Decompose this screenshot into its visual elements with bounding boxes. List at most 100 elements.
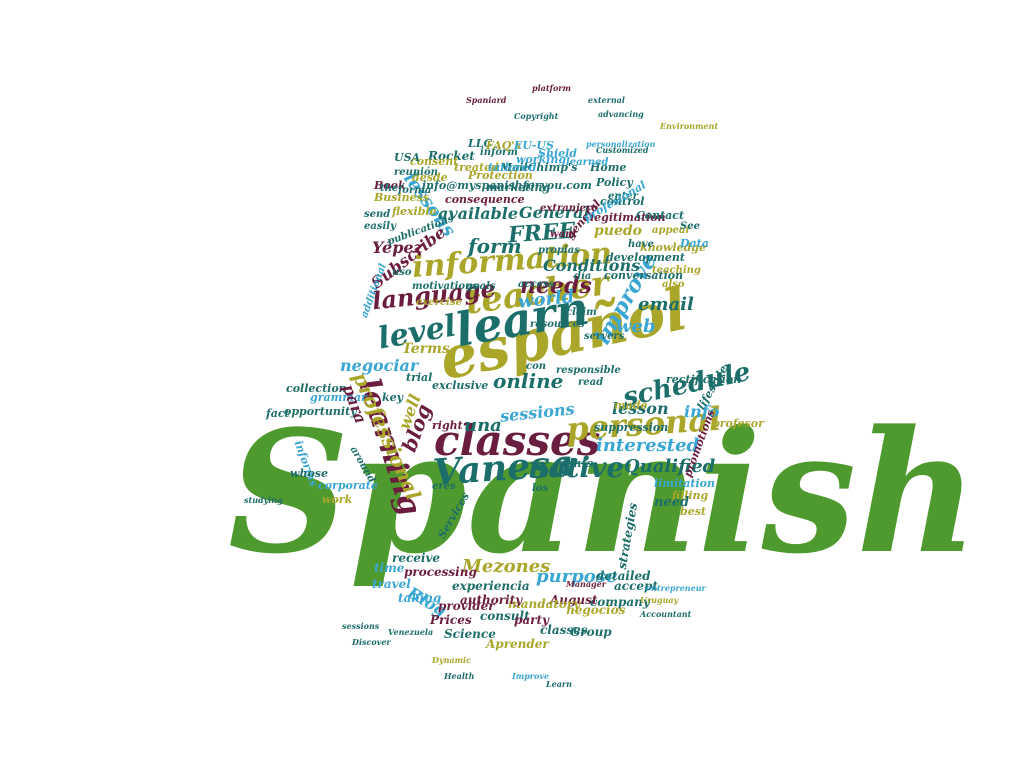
word-have: have	[628, 239, 654, 250]
word-experiencia: experiencia	[452, 579, 530, 593]
word-eu-us: EU-US	[514, 139, 554, 152]
word-info: info	[684, 402, 720, 421]
word-reunion: reunión	[394, 167, 438, 178]
word-desde: desde	[412, 171, 448, 184]
word-venezuela: Venezuela	[388, 627, 434, 637]
word-also: also	[662, 279, 685, 290]
word-travel: travel	[372, 577, 411, 591]
word-profesor: profesor	[712, 417, 764, 430]
word-appear: appear	[652, 225, 691, 236]
word-extranjero: extranjero	[540, 203, 598, 214]
word-august: August	[550, 593, 598, 607]
word-negocios: negocios	[566, 603, 626, 617]
word-processing: processing	[404, 565, 477, 579]
word-spaniard: Spaniard	[466, 95, 507, 105]
word-prices: Prices	[430, 613, 472, 627]
word-terms: Terms	[402, 341, 450, 357]
word-policy: Policy	[596, 176, 633, 189]
word-negociar: negociar	[340, 356, 419, 375]
word-working: working	[516, 153, 567, 166]
word-control: control	[600, 195, 645, 208]
word-limitation: limitation	[654, 477, 715, 490]
word-book: Book	[374, 179, 406, 192]
word-yepez: Yépez	[372, 238, 423, 257]
word-taking: taking	[398, 591, 442, 605]
word-conditions: Conditions	[543, 256, 641, 275]
word-shield: Shield	[538, 147, 577, 160]
word-mezones: Mezones	[462, 556, 551, 577]
word-flexible: flexible	[392, 205, 437, 218]
word-email-address: info@myspanishforyou.com	[422, 179, 592, 192]
word-sessions-small: sessions	[342, 621, 380, 631]
word-email: email	[638, 294, 694, 315]
word-exercise: exercise	[416, 297, 462, 308]
word-opportunity: opportunity	[284, 405, 357, 418]
word-exclusive: exclusive	[432, 379, 489, 392]
word-home: Home	[590, 161, 627, 174]
word-science: Science	[444, 627, 496, 641]
word-enter: enter	[608, 191, 638, 202]
word-studying: studying	[244, 495, 283, 505]
word-best: best	[680, 505, 706, 518]
word-usa: USA	[394, 151, 421, 164]
word-time: time	[374, 561, 405, 575]
word-llc: LLC	[468, 137, 493, 150]
word-classes: classes	[434, 416, 601, 465]
word-read: read	[578, 377, 604, 388]
word-online: online	[493, 369, 564, 393]
word-classes2: classes	[540, 623, 588, 637]
word-advancing: advancing	[598, 109, 644, 119]
word-accountant: Accountant	[640, 609, 692, 619]
word-web: web	[616, 316, 656, 337]
word-work: work	[322, 493, 353, 506]
word-aprender: Aprender	[486, 637, 549, 651]
word-easily: easily	[364, 221, 396, 232]
word-rocket: Rocket	[428, 149, 475, 163]
word-learn-small: Learn	[546, 679, 572, 689]
word-claim: claim	[566, 307, 597, 318]
word-detailed: detailed	[596, 569, 651, 583]
word-faqs: FAQ's	[486, 139, 521, 152]
word-trial: trial	[406, 371, 433, 384]
word-corporate: corporate	[318, 479, 378, 492]
word-knowledge: knowledge	[640, 241, 706, 254]
word-right: right	[432, 419, 463, 432]
word-business: Business	[374, 191, 430, 204]
word-personalization: personalization	[586, 139, 656, 149]
word-purpose: purpose	[536, 566, 618, 587]
word-filling: filling	[672, 489, 709, 502]
word-resources: resources	[530, 319, 585, 330]
word-external: external	[588, 95, 625, 105]
word-consent: consent	[410, 155, 459, 168]
word-need: need	[654, 495, 690, 510]
word-key: key	[382, 391, 404, 404]
word-qualified: Qualified	[624, 456, 716, 477]
word-dia: día	[574, 271, 592, 282]
word-customized: Customized	[596, 145, 649, 155]
word-whose: whose	[290, 467, 328, 480]
word-spanish: Spanish	[228, 393, 979, 591]
word-party: party	[514, 613, 550, 627]
word-form: form	[468, 234, 522, 258]
word-eres: eres	[432, 481, 456, 492]
word-data: Data	[680, 237, 709, 250]
word-authority: authority	[460, 593, 523, 607]
word-teaching: teaching	[652, 265, 701, 276]
word-tailored: tailored	[488, 161, 537, 174]
word-discover: Discover	[352, 637, 391, 647]
word-uruguay: Uruguay	[640, 595, 679, 605]
word-suppression: suppression	[594, 421, 669, 434]
word-needs: needs	[520, 273, 592, 299]
word-collection: collection	[286, 382, 347, 395]
word-forma: forma	[398, 185, 432, 196]
word-entrepreneur: entrepreneur	[646, 583, 706, 593]
word-group: Group	[570, 625, 612, 639]
word-the: the	[380, 183, 399, 194]
word-learned: learned	[566, 157, 609, 168]
word-conversation: conversation	[604, 269, 684, 282]
word-contact: Contact	[636, 209, 685, 222]
word-general: General	[519, 203, 590, 222]
word-mandatory: mandatory	[508, 597, 581, 611]
word-con: con	[526, 361, 547, 372]
